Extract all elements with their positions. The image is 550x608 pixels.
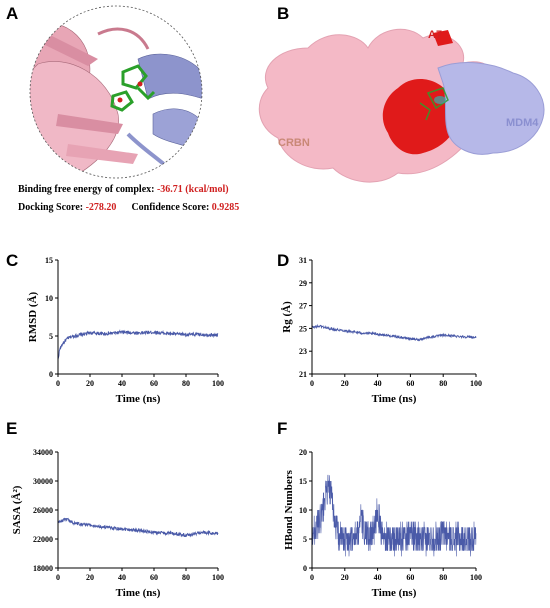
panel-label-f: F [277,419,288,438]
series-trace-d [311,323,477,342]
x-axis-label-e: Time (ns) [116,587,161,599]
x-tick-label-f: 0 [310,573,314,582]
panel-label-e: E [6,419,18,438]
x-tick-label-e: 80 [182,573,190,582]
x-tick-label-f: 100 [470,573,482,582]
x-tick-label-d: 100 [470,379,482,388]
panel-label-c: C [6,251,19,270]
y-tick-label-f: 5 [303,535,307,544]
binding-free-energy-label: Binding free energy of complex: [18,184,157,195]
x-tick-label-c: 80 [182,379,190,388]
y-tick-label-c: 0 [49,370,53,379]
panel-label-a: A [6,4,19,23]
x-tick-label-e: 40 [118,573,126,582]
panel-label-d: D [277,251,290,270]
x-axis-label-d: Time (ns) [372,393,417,405]
y-tick-label-f: 10 [299,506,307,515]
y-tick-label-d: 27 [299,302,307,311]
y-tick-label-e: 26000 [33,506,53,515]
x-tick-label-d: 80 [439,379,447,388]
y-tick-label-d: 29 [299,279,307,288]
x-tick-label-d: 60 [406,379,414,388]
score-line: Docking Score: -278.20 Confidence Score:… [18,202,239,213]
x-tick-label-d: 40 [374,379,382,388]
y-tick-label-d: 25 [299,324,307,333]
x-tick-label-e: 20 [86,573,94,582]
x-tick-label-d: 20 [341,379,349,388]
x-tick-label-e: 100 [212,573,224,582]
docking-score-value: -278.20 [85,202,117,213]
y-tick-label-c: 5 [49,332,53,341]
x-tick-label-c: 60 [150,379,158,388]
label-a7: A7 [428,29,442,41]
y-axis-label-d: Rg (Å) [281,301,293,333]
series-trace-c [57,329,219,360]
x-tick-label-f: 80 [439,573,447,582]
label-crbn: CRBN [278,137,310,149]
y-tick-label-c: 10 [45,294,53,303]
label-mdm4: MDM4 [506,117,539,129]
x-tick-label-c: 20 [86,379,94,388]
y-tick-label-d: 31 [299,256,307,265]
y-tick-label-e: 18000 [33,564,53,573]
panel-label-b: B [277,4,290,23]
y-tick-label-e: 34000 [33,448,53,457]
binding-free-energy-value: -36.71 (kcal/mol) [156,184,229,195]
y-tick-label-f: 15 [299,477,307,486]
y-tick-label-e: 30000 [33,477,53,486]
chart-f: 0 20 40 60 80 100 0 5 10 15 20 Time (ns) HBond Numbe… [283,448,482,599]
x-tick-label-c: 0 [56,379,60,388]
y-tick-label-f: 20 [299,448,307,457]
x-axis-label-f: Time (ns) [372,587,417,599]
x-tick-label-f: 40 [374,573,382,582]
y-tick-label-d: 21 [299,370,307,379]
confidence-score-value: 0.9285 [211,202,240,213]
x-tick-label-d: 0 [310,379,314,388]
series-trace-e [57,517,219,538]
protein-surface-view: A7 CRBN MDM4 [258,28,545,183]
x-tick-label-f: 20 [341,573,349,582]
y-axis-label-c: RMSD (Å) [27,291,39,342]
y-tick-label-f: 0 [303,564,307,573]
confidence-score-label: Confidence Score: [131,202,212,213]
x-axis-label-c: Time (ns) [116,393,161,405]
y-axis-label-f: HBond Numbers [283,469,295,549]
complex-zoom-view [29,5,203,179]
x-tick-label-f: 60 [406,573,414,582]
x-tick-label-e: 0 [56,573,60,582]
x-tick-label-c: 100 [212,379,224,388]
binding-free-energy-line: Binding free energy of complex: -36.71 (… [18,184,229,195]
series-trace-f [311,474,477,557]
chart-e: 0 20 40 60 80 100 18000 22000 26000 30000 34000 Tim… [11,448,224,599]
x-tick-label-e: 60 [150,573,158,582]
docking-score-label: Docking Score: [18,202,86,213]
y-tick-label-c: 15 [45,256,53,265]
y-axis-label-e: SASA (Å²) [11,485,23,534]
x-tick-label-c: 40 [118,379,126,388]
chart-d: 0 20 40 60 80 100 21 23 25 27 29 31 Time (ns) Rg (Å) [281,256,482,405]
y-tick-label-e: 22000 [33,535,53,544]
chart-c: 0 20 40 60 80 100 0 5 10 15 Time (ns) RMSD (Å) [27,256,224,405]
y-tick-label-d: 23 [299,347,307,356]
